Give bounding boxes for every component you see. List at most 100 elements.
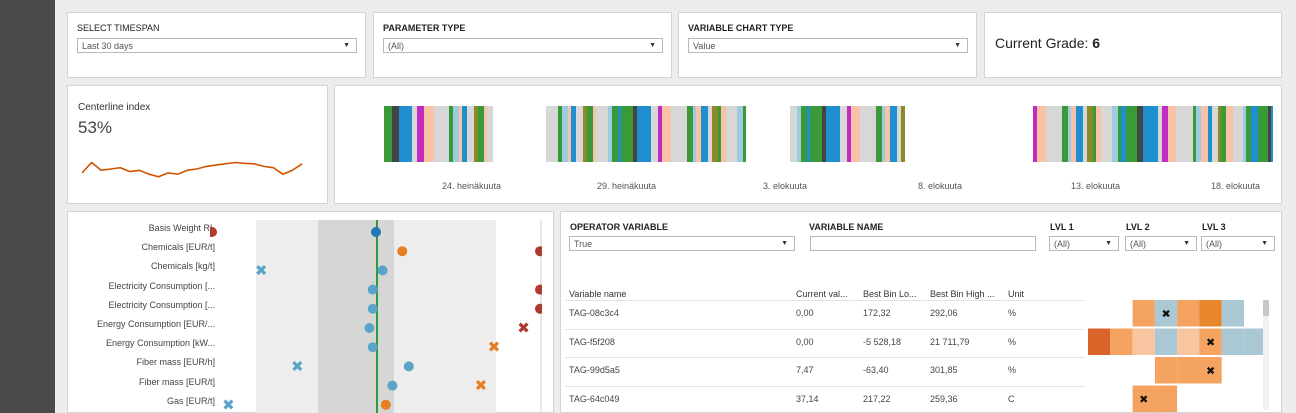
heatmap-cell[interactable]: [1154, 300, 1178, 327]
heatmap-cell[interactable]: [1132, 328, 1155, 356]
variable-dot-marker[interactable]: [535, 284, 542, 295]
scrollbar-thumb[interactable]: [1263, 300, 1269, 316]
heatmap-cell[interactable]: [1110, 385, 1133, 413]
timeline-stripe: [822, 106, 826, 162]
timeline-stripe: [721, 106, 726, 162]
timeline-stripe: [593, 106, 596, 162]
header-best-bin-low[interactable]: Best Bin Lo...: [863, 289, 917, 299]
heatmap-cell[interactable]: [1244, 328, 1263, 356]
heatmap-cell[interactable]: [1199, 357, 1222, 384]
table-scrollbar[interactable]: [1263, 300, 1269, 410]
centerline-sparkline: [82, 161, 303, 178]
variable-dot-marker[interactable]: [387, 380, 398, 391]
heatmap-cell[interactable]: [1110, 328, 1133, 356]
row-divider: [565, 328, 1085, 330]
heatmap-cell[interactable]: [1221, 385, 1245, 413]
table-cell-name[interactable]: TAG-08c3c4: [569, 308, 619, 318]
heatmap-cell[interactable]: [1177, 357, 1200, 384]
heatmap-cell[interactable]: [1199, 328, 1222, 356]
header-unit[interactable]: Unit: [1008, 289, 1025, 299]
timeline-stripe: [612, 106, 618, 162]
lvl2-dropdown[interactable]: (All) ▼: [1125, 236, 1197, 251]
heatmap-cell[interactable]: [1199, 385, 1222, 413]
timeline-stripe: [1062, 106, 1068, 162]
variable-dot-marker[interactable]: [377, 265, 388, 276]
variable-dot-marker[interactable]: [403, 361, 414, 372]
parameter-type-filter-panel: PARAMETER TYPE (All) ▼: [373, 12, 672, 78]
variables-position-chart: ✖ ✖ ✖ ✖ ✖ ✖: [210, 220, 542, 413]
table-cell-name[interactable]: TAG-f5f208: [569, 336, 615, 347]
heatmap-cell[interactable]: [1221, 328, 1245, 356]
timeline-stripe: [428, 106, 434, 162]
variable-chart-type-dropdown[interactable]: Value ▼: [688, 38, 968, 53]
heatmap-cell[interactable]: [1088, 328, 1111, 356]
variable-dot-marker[interactable]: [535, 246, 542, 257]
heatmap-cell[interactable]: [1177, 385, 1200, 413]
timeline-stripe: [696, 106, 701, 162]
lvl3-dropdown[interactable]: (All) ▼: [1201, 236, 1275, 251]
variable-x-marker[interactable]: ✖: [255, 261, 268, 279]
heatmap-cell[interactable]: [1110, 357, 1133, 384]
table-cell-current: 7,47: [796, 365, 814, 375]
timeline-stripe: [790, 106, 797, 162]
heatmap-cell[interactable]: [1221, 300, 1245, 327]
variable-dot-marker[interactable]: [371, 227, 381, 237]
table-cell-name[interactable]: TAG-64c049: [569, 393, 620, 404]
timespan-dropdown[interactable]: Last 30 days ▼: [77, 38, 357, 53]
heatmap-cell[interactable]: [1244, 357, 1263, 384]
variable-name-input[interactable]: [810, 236, 1036, 251]
table-cell-name[interactable]: TAG-99d5a5: [569, 365, 620, 375]
variable-dot-marker[interactable]: [367, 303, 378, 314]
header-current-value[interactable]: Current val...: [796, 289, 848, 299]
heatmap-cell[interactable]: [1244, 385, 1263, 413]
operator-variable-dropdown[interactable]: True ▼: [569, 236, 795, 251]
heatmap-cell[interactable]: [1154, 357, 1178, 384]
timeline-stripe: [1112, 106, 1118, 162]
current-bin-marker: ✖: [1139, 393, 1148, 406]
app-sidebar: [0, 0, 55, 413]
heatmap-cell[interactable]: [1088, 300, 1111, 327]
timespan-value: Last 30 days: [82, 41, 134, 51]
variable-dot-marker[interactable]: [367, 284, 378, 295]
header-best-bin-high[interactable]: Best Bin High ...: [930, 289, 995, 299]
heatmap-cell[interactable]: [1199, 300, 1222, 327]
heatmap-cell[interactable]: [1088, 385, 1111, 413]
variable-dot-marker[interactable]: [367, 342, 378, 353]
variable-x-marker[interactable]: ✖: [475, 377, 488, 395]
variable-dot-marker[interactable]: [535, 303, 542, 314]
variable-x-marker[interactable]: ✖: [488, 338, 501, 356]
heatmap-cell[interactable]: [1132, 385, 1155, 413]
heatmap-cell[interactable]: [1154, 385, 1178, 413]
timeline-stripe: [1246, 106, 1251, 162]
heatmap-cell[interactable]: [1132, 357, 1155, 384]
variable-x-marker[interactable]: ✖: [222, 396, 235, 413]
heatmap-cell[interactable]: [1221, 357, 1245, 384]
dropdown-arrow-icon: ▼: [1183, 240, 1190, 247]
timeline-stripe: [392, 106, 399, 162]
variable-dot-marker[interactable]: [364, 323, 375, 333]
heatmap-cell[interactable]: [1154, 328, 1178, 356]
parameter-type-dropdown[interactable]: (All) ▼: [383, 38, 663, 53]
timeline-stripe: [437, 106, 442, 162]
timeline-stripe: [643, 106, 646, 162]
heatmap-cell[interactable]: [1177, 328, 1200, 356]
timeline-stripe: [601, 106, 608, 162]
row-divider: [565, 300, 1085, 301]
variable-dot-marker[interactable]: [210, 227, 217, 237]
heatmap-cell[interactable]: [1110, 300, 1133, 327]
heatmap-cell[interactable]: [1132, 300, 1155, 327]
lvl1-dropdown[interactable]: (All) ▼: [1049, 236, 1119, 251]
heatmap-cell[interactable]: [1177, 300, 1200, 327]
heatmap-cell[interactable]: [1088, 357, 1111, 384]
variable-dot-marker[interactable]: [380, 399, 391, 410]
timeline-stripe: [687, 106, 693, 162]
header-variable-name[interactable]: Variable name: [569, 289, 627, 299]
bin-heatmap: ✖ ✖ ✖ ✖: [1088, 300, 1263, 413]
variable-dot-marker[interactable]: [397, 246, 408, 257]
timeline-stripe: [1262, 106, 1268, 162]
variable-x-marker[interactable]: ✖: [517, 319, 530, 337]
variable-x-marker[interactable]: ✖: [291, 357, 304, 375]
table-cell-unit: %: [1008, 308, 1017, 318]
heatmap-cell[interactable]: [1244, 300, 1263, 327]
timeline-stripe: [1162, 106, 1168, 162]
